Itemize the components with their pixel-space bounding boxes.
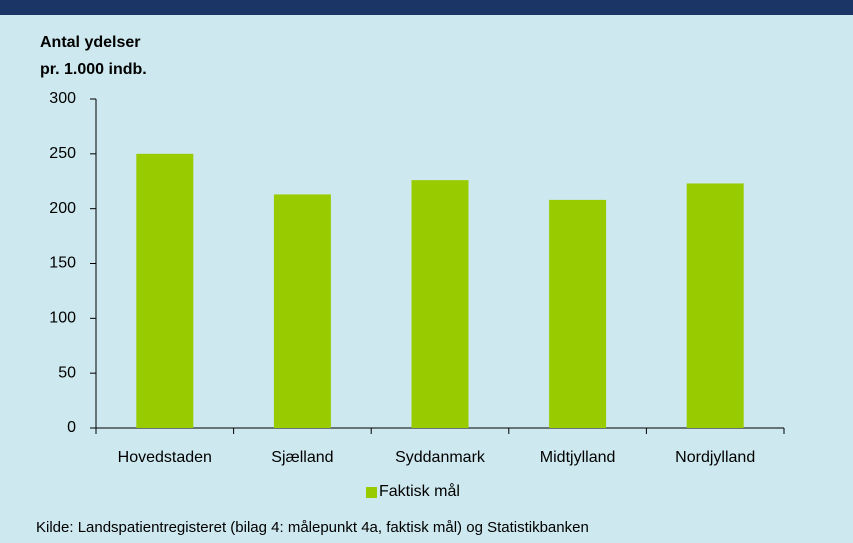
legend-swatch bbox=[366, 487, 377, 498]
x-tick-label: Midtjylland bbox=[540, 449, 616, 466]
y-axis-title: pr. 1.000 indb. bbox=[40, 61, 147, 78]
x-tick-label: Sjælland bbox=[271, 449, 333, 466]
y-tick-label: 0 bbox=[67, 419, 76, 436]
bar bbox=[136, 153, 194, 429]
legend-label: Faktisk mål bbox=[379, 482, 460, 500]
source-note: Kilde: Landspatientregisteret (bilag 4: … bbox=[36, 519, 589, 536]
bar bbox=[549, 199, 607, 428]
bar bbox=[411, 180, 469, 428]
bar bbox=[686, 183, 744, 428]
header-band bbox=[0, 0, 853, 15]
x-tick-label: Nordjylland bbox=[675, 449, 755, 466]
x-tick-label: Syddanmark bbox=[395, 449, 486, 466]
y-axis-title: Antal ydelser bbox=[40, 34, 140, 51]
y-tick-label: 150 bbox=[49, 255, 76, 272]
bar bbox=[273, 194, 331, 428]
y-tick-label: 50 bbox=[58, 364, 76, 381]
y-tick-label: 250 bbox=[49, 145, 76, 162]
y-tick-label: 200 bbox=[49, 200, 76, 217]
y-tick-label: 300 bbox=[49, 90, 76, 107]
y-tick-label: 100 bbox=[49, 310, 76, 327]
x-tick-label: Hovedstaden bbox=[118, 449, 212, 466]
